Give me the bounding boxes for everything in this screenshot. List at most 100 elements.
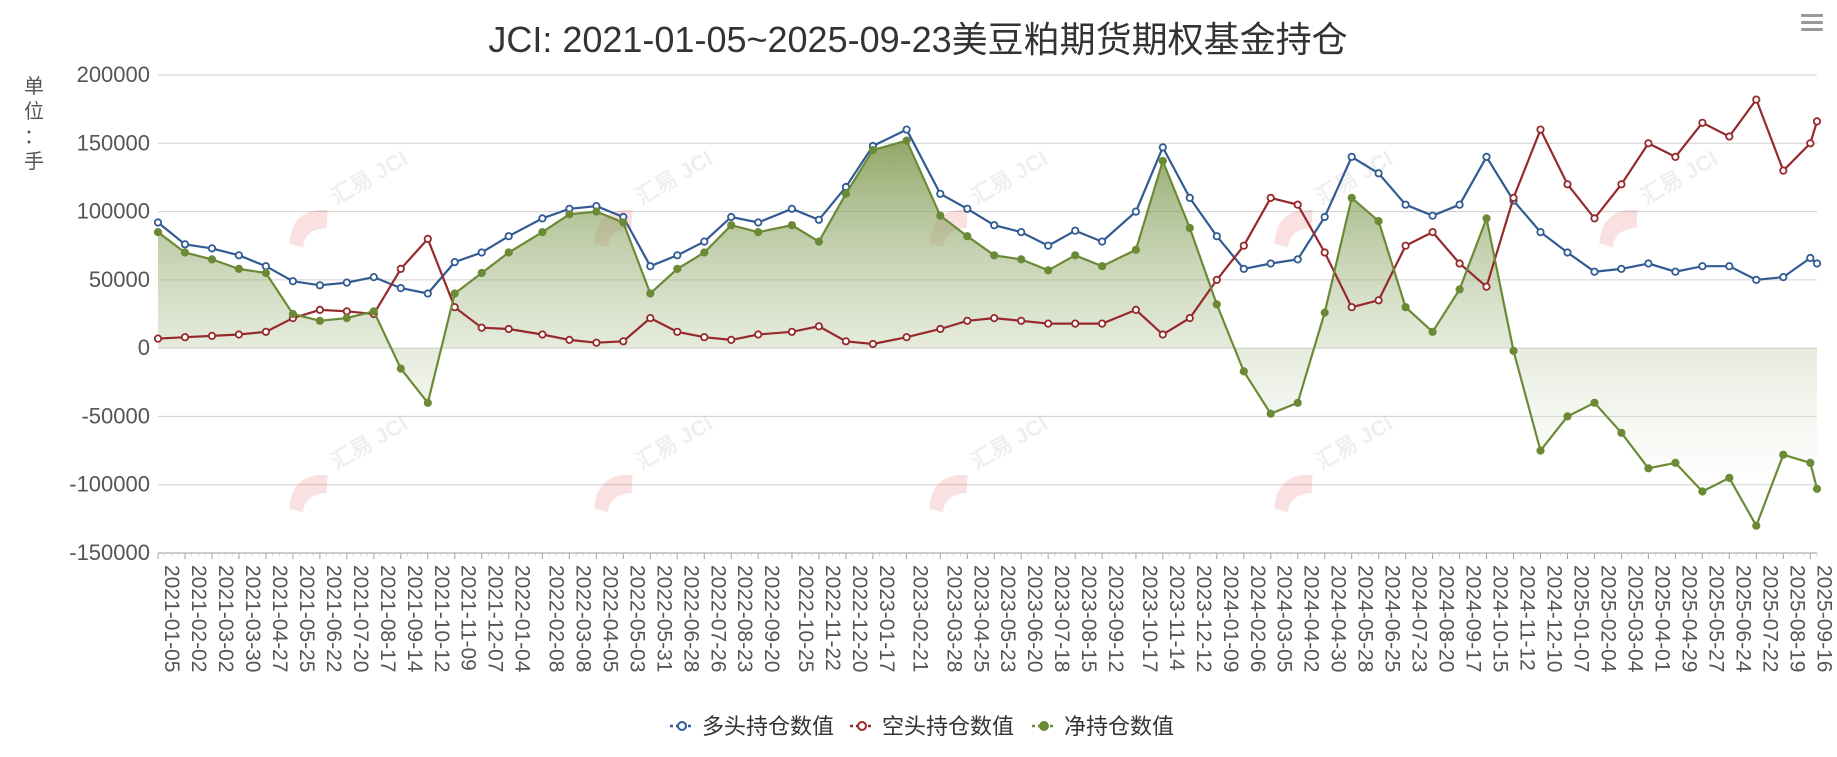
data-point[interactable] xyxy=(477,268,486,278)
data-point[interactable] xyxy=(538,228,547,237)
data-point[interactable] xyxy=(1698,118,1707,127)
data-point[interactable] xyxy=(673,327,682,336)
data-point[interactable] xyxy=(1428,211,1437,220)
data-point[interactable] xyxy=(1293,255,1302,264)
data-point[interactable] xyxy=(1131,207,1141,216)
data-point[interactable] xyxy=(1239,367,1248,376)
data-point[interactable] xyxy=(673,264,682,273)
data-point[interactable] xyxy=(538,330,547,339)
data-point[interactable] xyxy=(1590,398,1599,407)
data-point[interactable] xyxy=(1806,139,1815,148)
data-point[interactable] xyxy=(1239,264,1248,273)
data-point[interactable] xyxy=(1455,285,1464,294)
data-point[interactable] xyxy=(1812,259,1822,268)
data-point[interactable] xyxy=(1428,327,1437,336)
data-point[interactable] xyxy=(646,289,655,298)
data-point[interactable] xyxy=(1536,228,1545,237)
data-point[interactable] xyxy=(1239,241,1248,250)
data-point[interactable] xyxy=(936,189,945,198)
data-point[interactable] xyxy=(1563,248,1572,257)
data-point[interactable] xyxy=(936,324,945,334)
data-point[interactable] xyxy=(1131,245,1141,254)
data-point[interactable] xyxy=(700,248,709,257)
data-point[interactable] xyxy=(1779,272,1788,282)
data-point[interactable] xyxy=(207,331,217,340)
data-point[interactable] xyxy=(1293,200,1302,209)
data-point[interactable] xyxy=(727,221,736,230)
data-point[interactable] xyxy=(1017,228,1026,237)
data-point[interactable] xyxy=(1098,237,1107,246)
data-point[interactable] xyxy=(700,237,709,246)
data-point[interactable] xyxy=(1536,446,1545,455)
data-point[interactable] xyxy=(342,278,351,287)
data-point[interactable] xyxy=(902,125,911,134)
data-point[interactable] xyxy=(1428,228,1437,237)
data-point[interactable] xyxy=(1644,139,1653,148)
data-point[interactable] xyxy=(1158,330,1167,339)
data-point[interactable] xyxy=(1158,156,1167,166)
data-point[interactable] xyxy=(261,268,270,278)
data-point[interactable] xyxy=(1212,300,1221,309)
data-point[interactable] xyxy=(1590,267,1599,276)
data-point[interactable] xyxy=(727,212,736,222)
data-point[interactable] xyxy=(963,232,972,241)
legend[interactable]: 多头持仓数值 空头持仓数值 净持仓数值 xyxy=(670,714,1174,739)
data-point[interactable] xyxy=(592,338,601,347)
data-point[interactable] xyxy=(1536,125,1545,134)
data-point[interactable] xyxy=(315,305,324,314)
data-point[interactable] xyxy=(1752,95,1761,104)
data-point[interactable] xyxy=(207,244,217,253)
data-point[interactable] xyxy=(1698,487,1707,496)
data-point[interactable] xyxy=(1320,212,1329,222)
data-point[interactable] xyxy=(727,335,736,344)
data-point[interactable] xyxy=(754,228,763,237)
data-point[interactable] xyxy=(1671,152,1680,161)
data-point[interactable] xyxy=(902,333,911,342)
data-point[interactable] xyxy=(396,283,405,293)
data-point[interactable] xyxy=(565,210,574,219)
data-point[interactable] xyxy=(342,313,351,323)
data-point[interactable] xyxy=(1071,319,1080,328)
data-point[interactable] xyxy=(619,337,628,346)
data-point[interactable] xyxy=(1071,226,1080,235)
data-point[interactable] xyxy=(1725,132,1734,141)
data-point[interactable] xyxy=(538,214,547,223)
data-point[interactable] xyxy=(423,289,432,298)
data-point[interactable] xyxy=(841,337,851,346)
data-point[interactable] xyxy=(153,334,163,343)
data-point[interactable] xyxy=(673,251,682,260)
data-point[interactable] xyxy=(234,264,243,273)
data-point[interactable] xyxy=(814,322,824,331)
data-point[interactable] xyxy=(754,218,763,227)
data-point[interactable] xyxy=(1401,241,1410,250)
data-point[interactable] xyxy=(1266,409,1275,418)
data-point[interactable] xyxy=(1185,223,1194,233)
data-point[interactable] xyxy=(342,307,351,316)
data-point[interactable] xyxy=(1212,232,1221,241)
data-point[interactable] xyxy=(1482,214,1491,223)
data-point[interactable] xyxy=(902,136,911,145)
data-point[interactable] xyxy=(1482,152,1491,161)
data-point[interactable] xyxy=(814,215,824,224)
data-point[interactable] xyxy=(990,251,999,260)
data-point[interactable] xyxy=(1617,264,1626,273)
data-point[interactable] xyxy=(1812,484,1822,493)
data-point[interactable] xyxy=(592,207,601,216)
data-point[interactable] xyxy=(1617,180,1626,189)
data-point[interactable] xyxy=(1347,152,1356,161)
data-point[interactable] xyxy=(814,237,824,246)
data-point[interactable] xyxy=(207,255,217,264)
data-point[interactable] xyxy=(754,330,763,339)
data-point[interactable] xyxy=(1617,428,1626,437)
data-point[interactable] xyxy=(1017,316,1026,325)
data-point[interactable] xyxy=(1293,398,1302,407)
data-point[interactable] xyxy=(646,313,655,323)
data-point[interactable] xyxy=(1158,143,1167,152)
data-point[interactable] xyxy=(315,281,324,290)
data-point[interactable] xyxy=(963,204,972,213)
data-point[interactable] xyxy=(1098,319,1107,328)
data-point[interactable] xyxy=(1401,303,1410,312)
data-point[interactable] xyxy=(1563,180,1572,189)
data-point[interactable] xyxy=(369,307,378,316)
data-point[interactable] xyxy=(180,240,190,249)
